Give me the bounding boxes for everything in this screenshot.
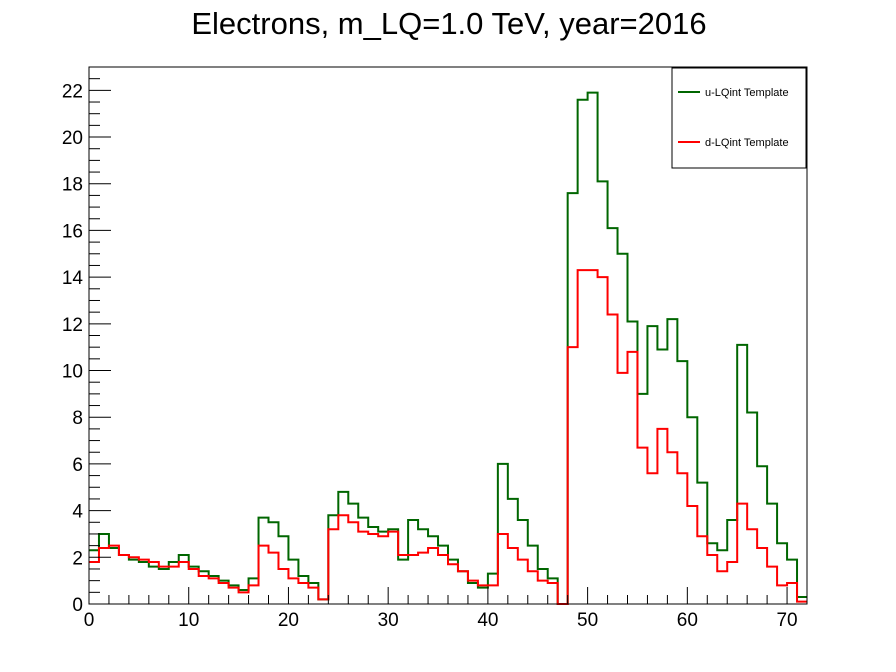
x-tick-label: 50 [577,610,598,631]
legend-box [671,67,807,169]
legend-label: d-LQint Template [705,137,789,149]
series-line-u-lqint [89,91,807,605]
y-tick-label: 18 [62,175,83,196]
y-tick-label: 10 [62,362,83,383]
x-tick-label: 70 [776,610,797,631]
y-tick-label: 22 [62,81,83,102]
chart-title: Electrons, m_LQ=1.0 TeV, year=2016 [191,6,706,41]
x-tick-label: 60 [677,610,698,631]
x-tick-label: 10 [178,610,199,631]
y-tick-label: 0 [72,595,83,616]
x-tick-label: 30 [378,610,399,631]
y-tick-label: 20 [62,128,83,149]
y-tick-label: 2 [72,548,83,569]
x-tick-label: 0 [84,610,95,631]
series-line-d-lqint [89,269,807,605]
y-tick-label: 8 [72,408,83,429]
y-tick-label: 4 [72,502,83,523]
x-tick-label: 40 [477,610,498,631]
series-layer [89,91,807,605]
y-tick-label: 14 [62,268,84,289]
y-tick-label: 12 [62,315,83,336]
legend: u-LQint Template d-LQint Template [671,67,807,169]
x-tick-label: 20 [278,610,299,631]
axis-layer: 0 10 20 30 40 50 60 70 0 2 4 6 8 10 12 14 16 18 20 22 [62,66,808,631]
legend-label: u-LQint Template [705,87,789,99]
y-tick-label: 16 [62,221,83,242]
y-tick-label: 6 [72,455,83,476]
